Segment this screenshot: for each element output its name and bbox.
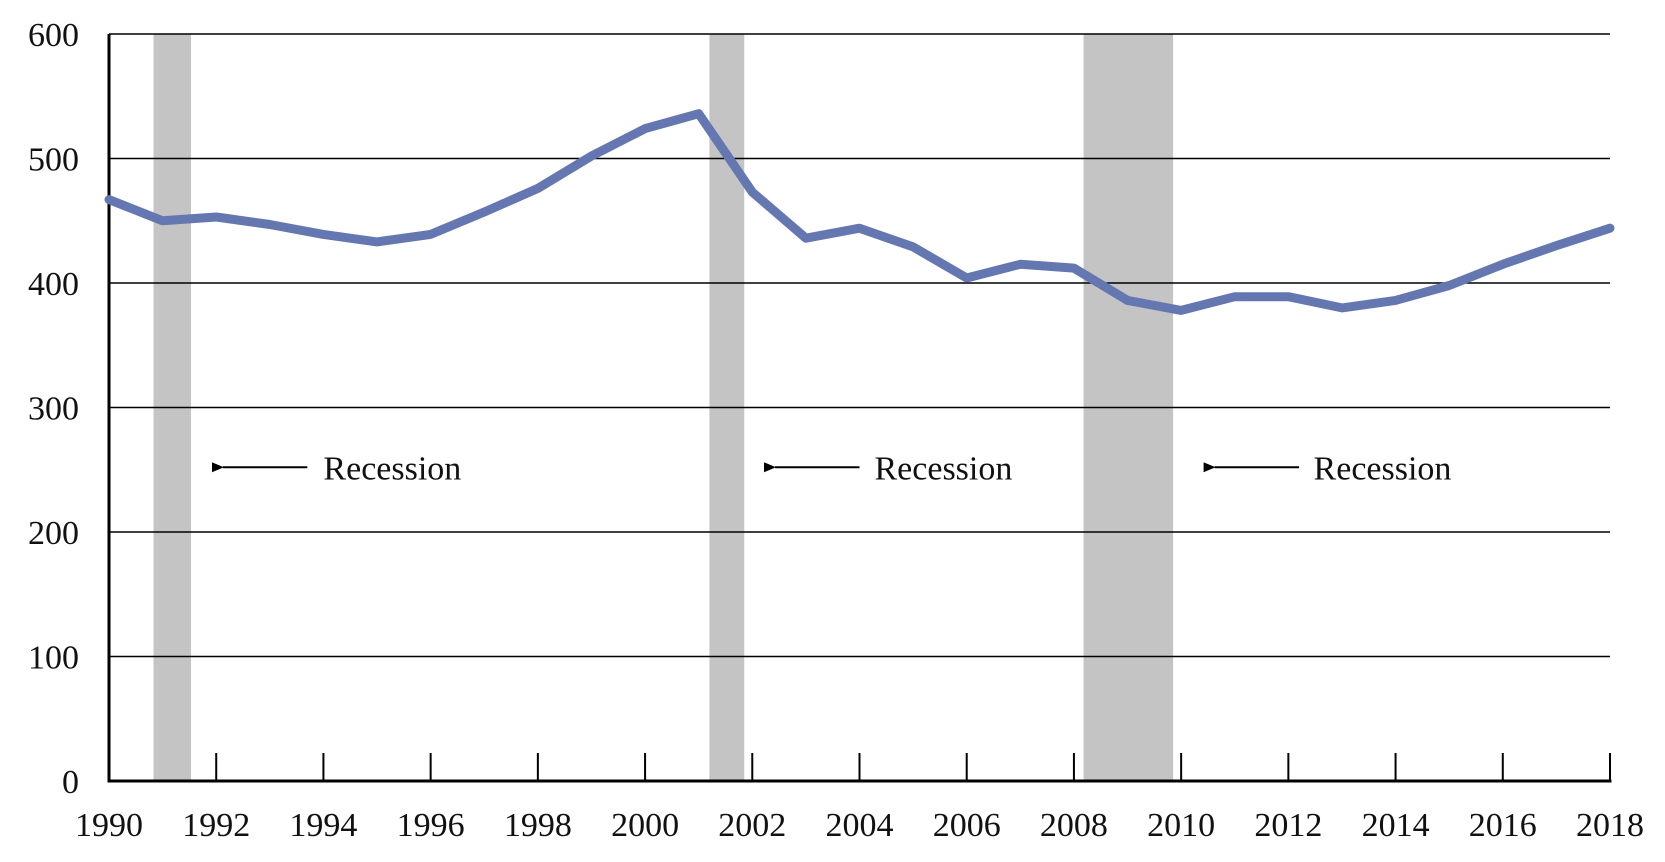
y-tick-label-100: 100 [28,640,79,677]
y-tick-label-400: 400 [28,266,79,303]
x-tick-label-2012: 2012 [1254,807,1322,844]
y-tick-label-500: 500 [28,142,79,179]
x-tick-label-1990: 1990 [75,807,143,844]
x-tick-label-1998: 1998 [504,807,572,844]
recession-label-3: Recession [1314,450,1452,487]
x-tick-label-2004: 2004 [826,807,894,844]
x-tick-label-1996: 1996 [397,807,465,844]
x-tick-label-2018: 2018 [1576,807,1644,844]
y-tick-label-0: 0 [62,764,79,801]
x-tick-label-1992: 1992 [182,807,250,844]
gridlines [109,33,1610,658]
recession-label-2: Recession [875,450,1013,487]
axes [107,34,1612,783]
series-line [104,109,1615,315]
x-tick-label-2000: 2000 [611,807,679,844]
x-tick-label-2008: 2008 [1040,807,1108,844]
annotations: Recession Recession Recession [211,450,1452,487]
y-tick-label-600: 600 [28,17,79,54]
y-tick-label-200: 200 [28,515,79,552]
series-layer [104,109,1615,315]
x-tick-label-2014: 2014 [1362,807,1430,844]
x-tick-label-1994: 1994 [289,807,357,844]
y-tick-label-300: 300 [28,391,79,428]
recession-label-1: Recession [323,450,461,487]
x-tick-label-2010: 2010 [1147,807,1215,844]
tick-labels: 0 100 200 300 400 500 600 1990 1992 1994 1996 1998 2… [28,17,1644,844]
x-tick-label-2006: 2006 [933,807,1001,844]
x-tick-label-2002: 2002 [718,807,786,844]
x-tick-label-2016: 2016 [1469,807,1537,844]
